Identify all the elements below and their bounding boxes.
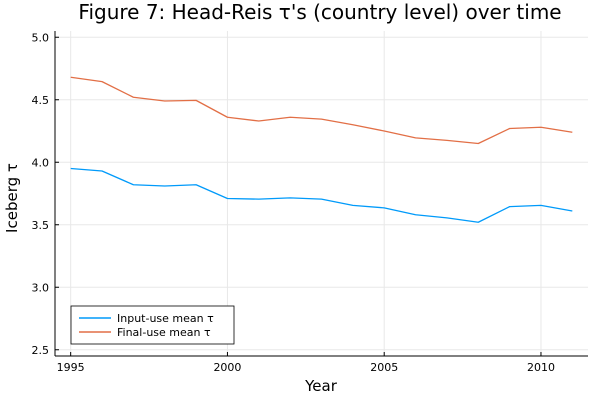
series-line-1 [70,167,573,223]
series-line-2 [70,76,573,145]
legend-label: Input-use mean τ [117,312,214,325]
y-tick-label: 2.5 [32,344,50,357]
chart-title: Figure 7: Head-Reis τ's (country level) … [78,0,561,24]
x-tick-label: 2010 [527,361,555,374]
x-tick-label: 1995 [57,361,85,374]
legend-label: Final-use mean τ [117,326,211,339]
y-tick-label: 4.5 [32,94,50,107]
x-tick-label: 2000 [213,361,241,374]
y-axis-title: Iceberg τ [3,163,21,233]
x-tick-label: 2005 [370,361,398,374]
grid [55,31,588,356]
y-tick-label: 3.5 [32,219,50,232]
y-tick-label: 3.0 [32,281,50,294]
y-tick-label: 4.0 [32,156,50,169]
series-lines [70,76,573,223]
axes: 1995 2000 2005 2010 2.5 3.0 3.5 4.0 4.5 5.0 [32,31,588,374]
legend-box [70,305,235,345]
x-axis-title: Year [304,377,338,395]
y-tick-label: 5.0 [32,31,50,44]
